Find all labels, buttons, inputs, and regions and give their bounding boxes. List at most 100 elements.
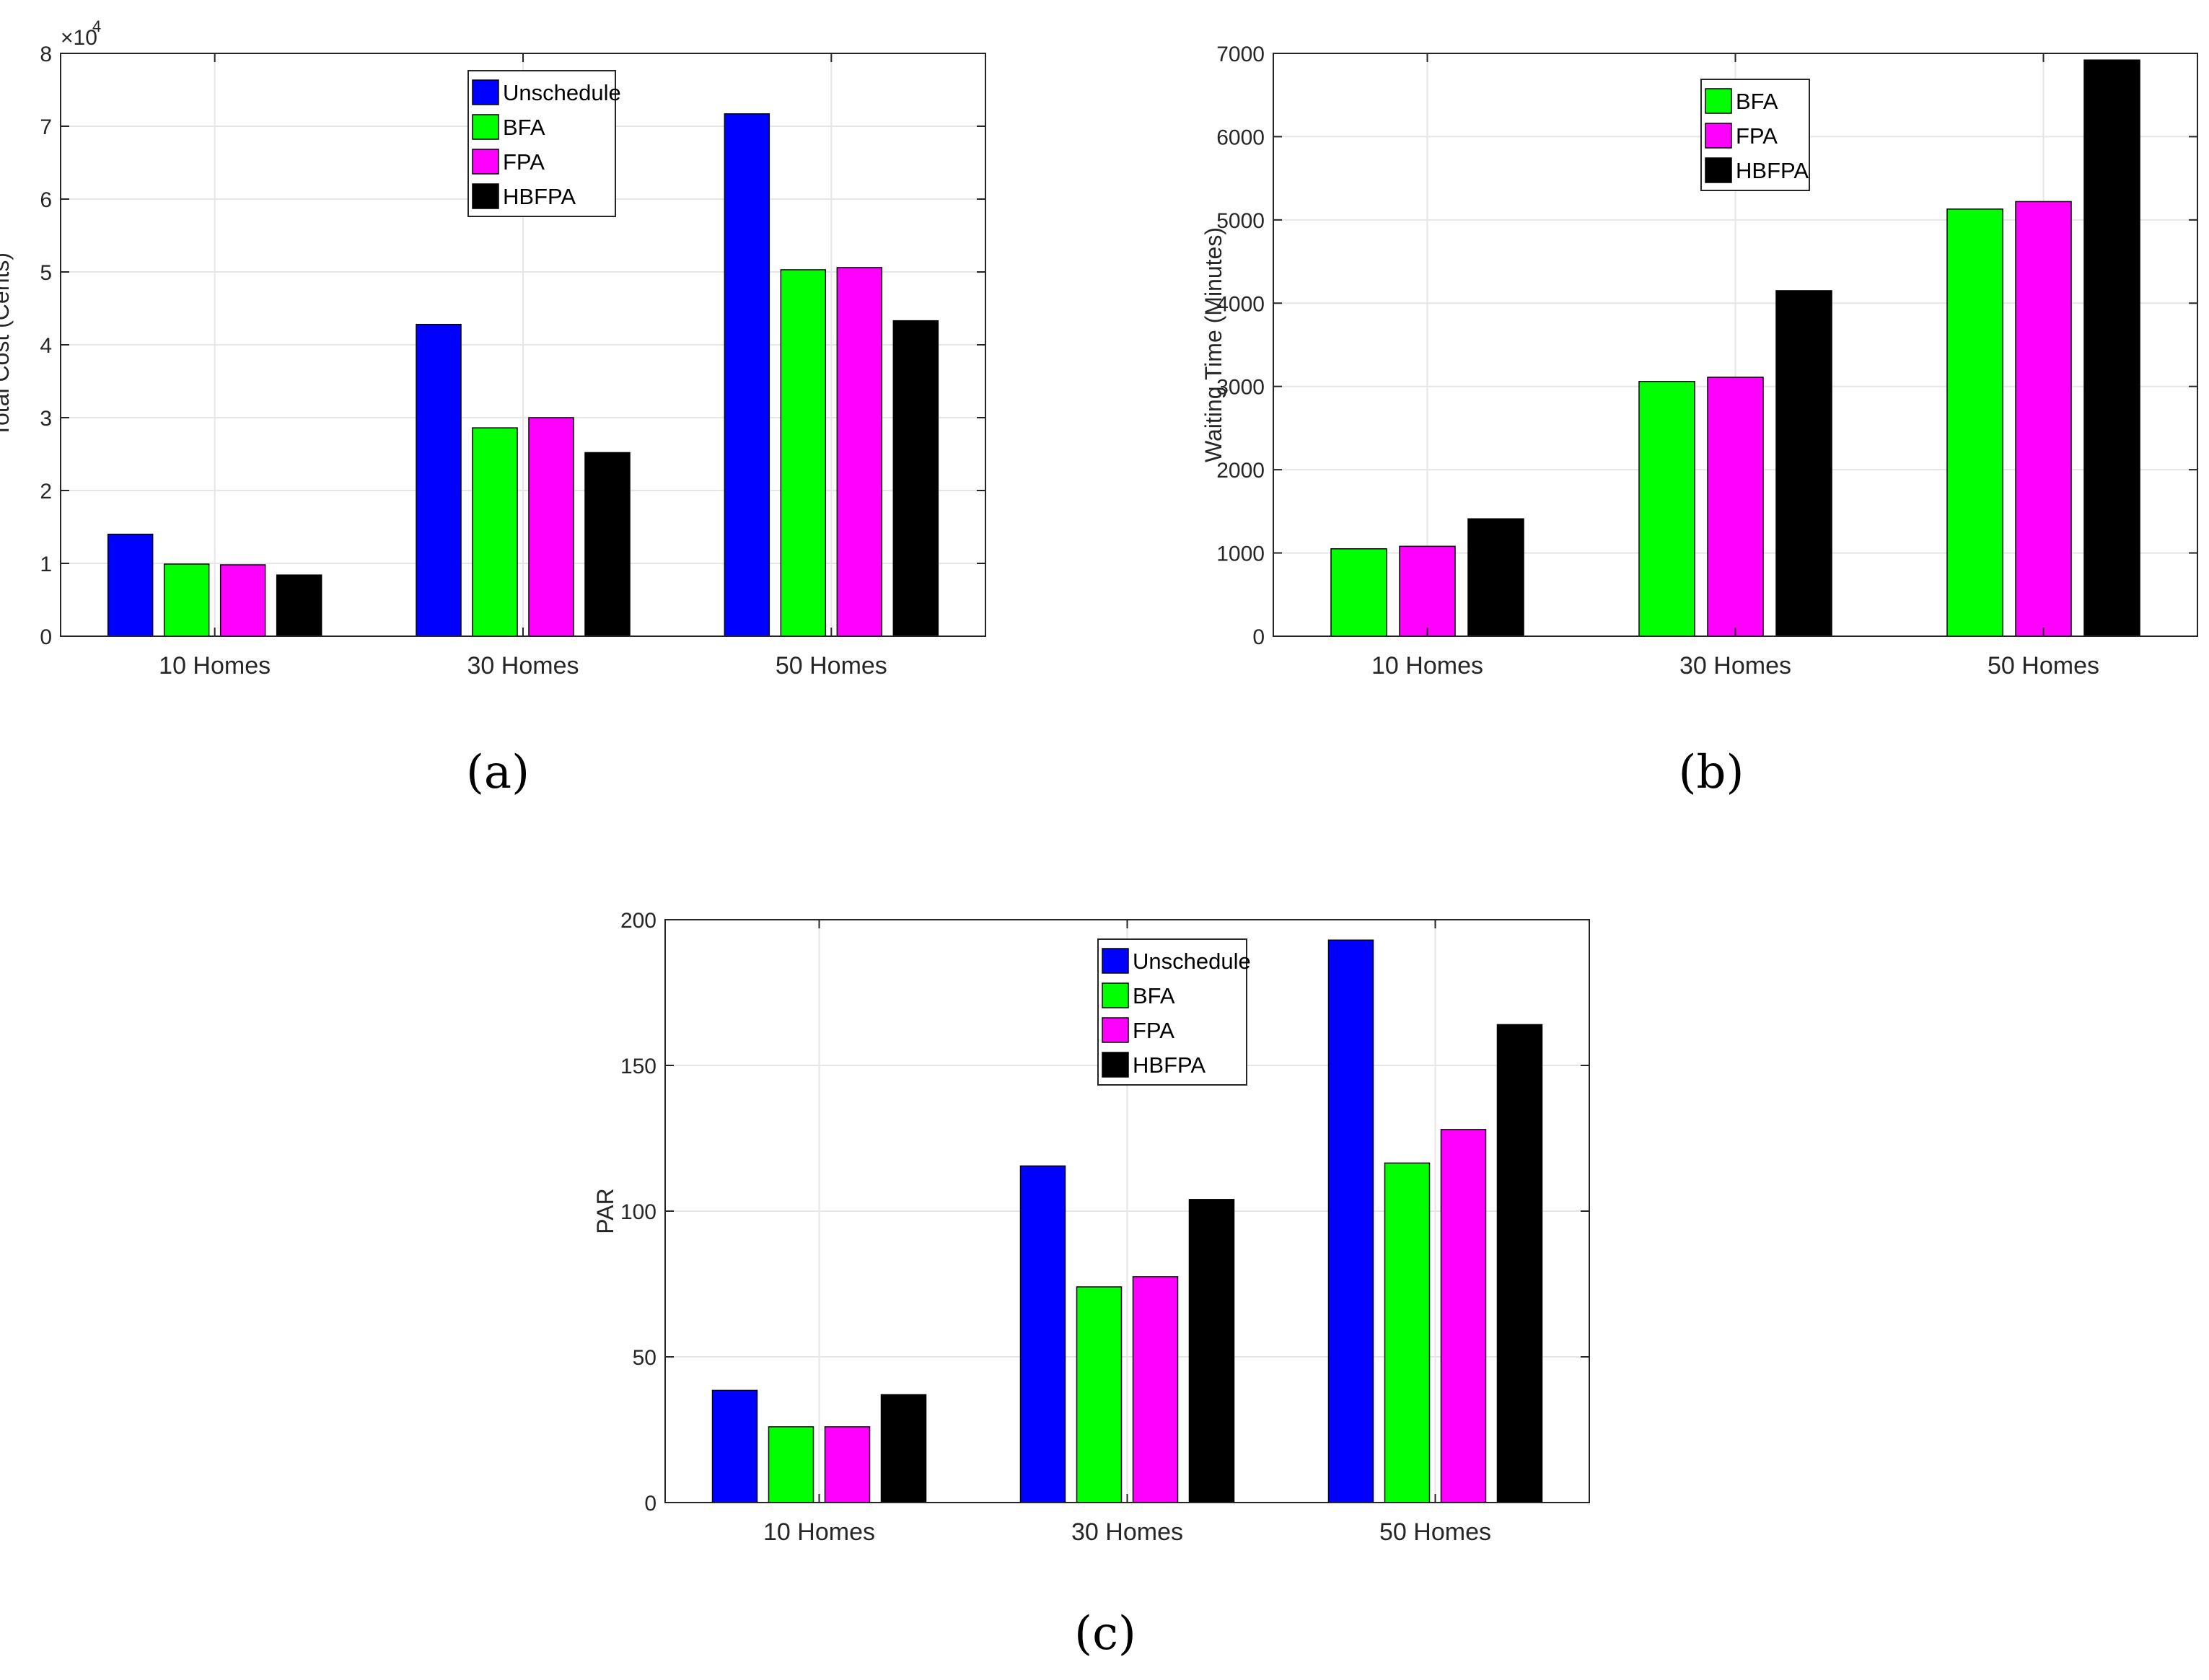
- legend-label-hbfpa: HBFPA: [1133, 1052, 1205, 1078]
- x-tick-label: 50 Homes: [1988, 652, 2099, 680]
- bar-fpa-2: [528, 417, 574, 637]
- y-tick-label: 5000: [1216, 209, 1265, 233]
- y-tick-label: 150: [620, 1055, 656, 1078]
- y-tick-label: 8: [40, 43, 52, 66]
- caption-a: (a): [466, 746, 530, 799]
- legend-label-bfa: BFA: [1736, 89, 1778, 114]
- bar-hbfpa-3: [1496, 1024, 1543, 1503]
- y-tick-label: 0: [644, 1492, 656, 1516]
- y-tick-label: 1000: [1216, 542, 1265, 566]
- x-tick-label: 50 Homes: [776, 652, 887, 680]
- bar-bfa-1: [1330, 548, 1387, 637]
- legend-swatch-hbfpa: [1705, 157, 1732, 183]
- y-tick-label: 0: [1252, 625, 1265, 649]
- bar-unschedule-2: [1019, 1165, 1066, 1503]
- y-tick-label: 4: [40, 334, 52, 358]
- bar-hbfpa-2: [1188, 1199, 1235, 1503]
- legend-swatch-bfa: [472, 114, 499, 140]
- y-tick-label: 7: [40, 115, 52, 139]
- legend-swatch-unschedule: [1102, 948, 1129, 974]
- bar-fpa-3: [1440, 1129, 1487, 1503]
- legend: BFA FPA HBFPA: [1700, 79, 1810, 191]
- caption-c: (c): [1074, 1607, 1136, 1661]
- y-tick-label: 1: [40, 553, 52, 576]
- y-axis-label: Waiting Time (Minutes): [1200, 227, 1226, 462]
- y-tick-label: 100: [620, 1200, 656, 1224]
- bar-fpa-3: [2015, 201, 2072, 637]
- x-tick-label: 10 Homes: [1371, 652, 1483, 680]
- x-tick-label: 10 Homes: [763, 1518, 875, 1546]
- x-tick-label: 50 Homes: [1379, 1518, 1491, 1546]
- bar-hbfpa-3: [2083, 59, 2140, 637]
- bar-fpa-1: [824, 1426, 871, 1503]
- y-tick-label: 3: [40, 407, 52, 431]
- bar-unschedule-3: [1327, 939, 1374, 1503]
- legend-label-fpa: FPA: [1133, 1018, 1174, 1043]
- legend-swatch-unschedule: [472, 79, 499, 105]
- y-axis-label: Total Cost (Cents): [0, 252, 14, 437]
- chart-c: 0 50 100 150 200 10 Homes 30 Homes 50 Homes PAR U…: [592, 909, 1590, 1661]
- legend-label-fpa: FPA: [1736, 123, 1778, 149]
- bar-bfa-3: [1946, 208, 2003, 637]
- bar-bfa-3: [1384, 1162, 1431, 1503]
- legend-swatch-fpa: [1705, 123, 1732, 149]
- bar-fpa-1: [1399, 545, 1456, 637]
- bar-hbfpa-1: [880, 1394, 927, 1503]
- legend: Unschedule BFA FPA HBFPA: [467, 70, 621, 217]
- bar-bfa-2: [472, 427, 518, 637]
- legend-label-bfa: BFA: [503, 115, 545, 140]
- bar-hbfpa-2: [584, 452, 631, 637]
- bar-bfa-3: [780, 269, 827, 637]
- bar-bfa-1: [768, 1426, 814, 1503]
- bar-hbfpa-2: [1775, 290, 1832, 637]
- x-tick-label: 10 Homes: [159, 652, 271, 680]
- bar-unschedule-1: [711, 1389, 758, 1503]
- legend-swatch-fpa: [1102, 1017, 1129, 1043]
- x-tick-label: 30 Homes: [467, 652, 579, 680]
- bar-fpa-2: [1132, 1276, 1179, 1503]
- x-tick-label: 30 Homes: [1679, 652, 1791, 680]
- y-tick-label: 3000: [1216, 376, 1265, 400]
- y-tick-label: 4000: [1216, 292, 1265, 316]
- legend: Unschedule BFA FPA HBFPA: [1097, 938, 1251, 1086]
- caption-b: (b): [1679, 746, 1744, 799]
- legend-swatch-bfa: [1102, 982, 1129, 1008]
- y-scale-label: ×10: [61, 26, 97, 50]
- legend-swatch-hbfpa: [472, 183, 499, 209]
- bar-bfa-2: [1076, 1286, 1123, 1503]
- legend-swatch-bfa: [1705, 88, 1732, 114]
- y-tick-label: 6000: [1216, 126, 1265, 149]
- legend-label-hbfpa: HBFPA: [1736, 158, 1809, 183]
- legend-label-hbfpa: HBFPA: [503, 184, 576, 209]
- bar-fpa-1: [219, 564, 266, 637]
- bar-hbfpa-3: [892, 320, 939, 637]
- bar-unschedule-1: [107, 533, 154, 637]
- bar-bfa-2: [1638, 381, 1695, 637]
- bar-unschedule-2: [416, 323, 462, 637]
- bar-fpa-3: [836, 267, 883, 637]
- y-tick-label: 200: [620, 909, 656, 933]
- legend-swatch-fpa: [472, 149, 499, 175]
- chart-b: 0 1000 2000 3000 4000 5000 6000 7000 10 Homes 30 …: [1200, 43, 2198, 799]
- y-tick-label: 2000: [1216, 459, 1265, 483]
- y-tick-label: 7000: [1216, 43, 1265, 66]
- y-scale-exponent: 4: [92, 17, 101, 35]
- bar-hbfpa-1: [276, 574, 322, 637]
- bar-hbfpa-1: [1467, 518, 1524, 637]
- y-tick-label: 2: [40, 480, 52, 503]
- bar-unschedule-3: [724, 113, 770, 637]
- y-axis-label: PAR: [592, 1188, 618, 1233]
- legend-label-bfa: BFA: [1133, 983, 1175, 1008]
- x-tick-label: 30 Homes: [1071, 1518, 1183, 1546]
- legend-swatch-hbfpa: [1102, 1052, 1129, 1078]
- legend-label-fpa: FPA: [503, 149, 545, 175]
- y-tick-label: 0: [40, 625, 52, 649]
- bar-bfa-1: [163, 563, 210, 637]
- legend-label-unschedule: Unschedule: [503, 80, 621, 105]
- y-tick-label: 50: [633, 1346, 656, 1370]
- y-tick-label: 5: [40, 261, 52, 285]
- legend-label-unschedule: Unschedule: [1133, 949, 1251, 974]
